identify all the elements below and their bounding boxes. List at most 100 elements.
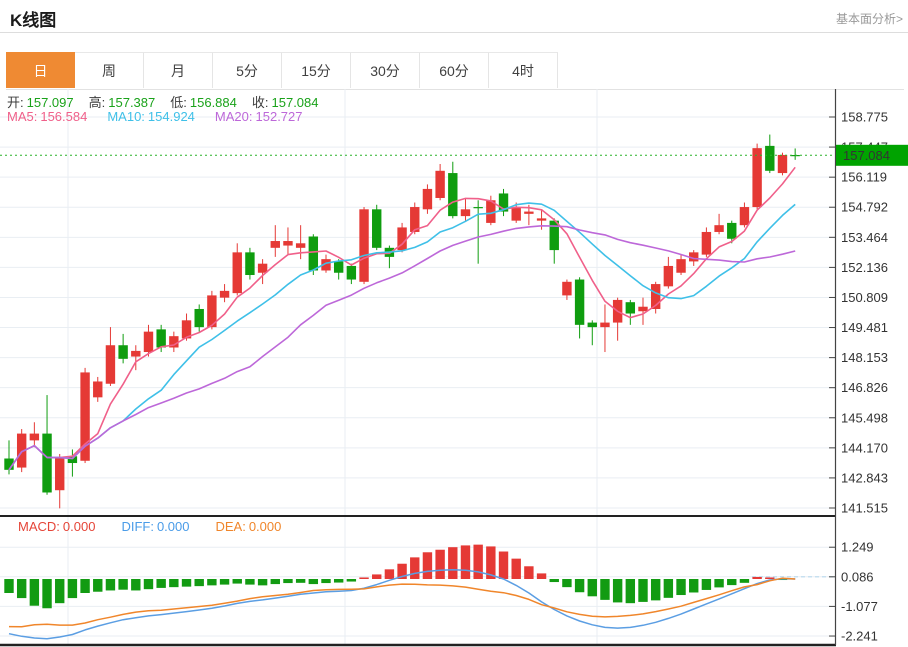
macd-pair: MACD: 0.000	[18, 519, 95, 534]
candle-body	[143, 331, 154, 353]
high-value: 157.387	[108, 95, 156, 110]
macd-bar	[600, 579, 610, 600]
macd-bar	[448, 547, 458, 579]
macd-bar	[232, 579, 242, 584]
macd-diff-line	[8, 569, 796, 640]
candle-body	[232, 252, 242, 294]
price-tick-label: 152.136	[841, 260, 888, 275]
period-tab-15分[interactable]: 15分	[282, 52, 351, 88]
ma20-value: 152.727	[255, 109, 303, 124]
ma5-label: MA5:	[7, 109, 38, 124]
candle-body	[536, 218, 547, 221]
macd-bar	[752, 576, 762, 579]
macd-bar	[295, 579, 306, 583]
candle-body	[333, 261, 344, 273]
ma10-pair: MA10: 154.924	[107, 109, 195, 124]
kline-chart-canvas[interactable]: 158.775157.447156.119154.792153.464152.1…	[0, 89, 908, 647]
diff-label: DIFF:	[121, 519, 154, 534]
price-tick-label: 150.809	[841, 290, 888, 305]
macd-bar	[612, 579, 623, 603]
candle-body	[55, 458, 65, 491]
current-price-label: 157.084	[836, 144, 908, 166]
candle-body	[689, 252, 699, 262]
candle-body	[574, 279, 585, 325]
candle-body	[359, 209, 369, 282]
macd-bar	[16, 579, 27, 599]
candle-body	[105, 345, 116, 384]
candle-body	[308, 236, 319, 271]
macd-bar	[410, 557, 420, 579]
svg-text:157.084: 157.084	[843, 148, 890, 163]
period-tab-4时[interactable]: 4时	[489, 52, 558, 88]
low-label: 低:	[170, 95, 187, 110]
macd-tick-label: 1.249	[841, 540, 874, 555]
macd-bar	[308, 579, 319, 585]
ma-info-bar: MA5: 156.584 MA10: 154.924 MA20: 152.727	[7, 109, 323, 124]
macd-bar	[777, 579, 788, 581]
dea-label: DEA:	[215, 519, 246, 534]
macd-bar	[727, 579, 737, 586]
price-tick-label: 149.481	[841, 320, 888, 335]
macd-bar	[219, 579, 230, 585]
macd-bar	[562, 579, 572, 588]
price-tick-label: 144.170	[841, 440, 888, 455]
ma10-value: 154.924	[147, 109, 195, 124]
macd-info-bar: MACD: 0.000 DIFF: 0.000 DEA: 0.000	[18, 519, 307, 534]
close-value: 157.084	[271, 95, 319, 110]
macd-bar	[169, 579, 179, 588]
kline-chart-svg: 158.775157.447156.119154.792153.464152.1…	[0, 89, 908, 647]
price-tick-label: 153.464	[841, 230, 888, 245]
candle-body	[752, 148, 762, 208]
price-axis-labels: 158.775157.447156.119154.792153.464152.1…	[841, 110, 888, 516]
candle-body	[562, 281, 572, 296]
macd-bar	[524, 566, 534, 579]
page-title: K线图	[10, 11, 57, 30]
period-tab-日[interactable]: 日	[6, 52, 75, 88]
macd-bar	[765, 577, 775, 579]
period-tab-60分[interactable]: 60分	[420, 52, 489, 88]
macd-bar	[42, 579, 52, 609]
macd-bar	[486, 546, 496, 579]
candle-body	[118, 345, 128, 359]
candle-body	[42, 433, 52, 493]
macd-tick-label: 0.086	[841, 569, 874, 584]
period-tab-5分[interactable]: 5分	[213, 52, 282, 88]
candle-body	[80, 372, 90, 461]
ma5-line	[8, 166, 796, 471]
macd-value: 0.000	[62, 519, 96, 534]
macd-bar	[156, 579, 166, 588]
macd-bar	[207, 579, 217, 586]
open-value: 157.097	[26, 95, 74, 110]
fundamental-analysis-link[interactable]: 基本面分析>	[835, 12, 903, 26]
macd-bar	[460, 545, 471, 579]
macd-bar	[638, 579, 648, 602]
candle-body	[486, 200, 496, 223]
candle-body	[346, 265, 357, 280]
macd-bar	[574, 579, 585, 593]
macd-bar	[625, 579, 636, 604]
macd-bar	[384, 569, 395, 579]
low-pair: 低: 156.884	[170, 95, 237, 110]
macd-bar	[372, 574, 382, 579]
candle-body	[4, 458, 14, 470]
macd-tick-label: -2.241	[841, 629, 878, 644]
candle-body	[29, 433, 40, 441]
candle-body	[460, 209, 471, 217]
period-tab-周[interactable]: 周	[75, 52, 144, 88]
low-value: 156.884	[189, 95, 237, 110]
candle-body	[194, 308, 204, 328]
macd-bar	[67, 579, 78, 599]
ma5-value: 156.584	[40, 109, 88, 124]
period-tab-30分[interactable]: 30分	[351, 52, 420, 88]
close-label: 收:	[251, 95, 269, 110]
candle-body	[498, 193, 509, 212]
ma5-pair: MA5: 156.584	[7, 109, 87, 124]
macd-bar	[143, 579, 154, 590]
candle-body	[169, 336, 179, 348]
high-pair: 高: 157.387	[89, 95, 156, 110]
grid-layer	[0, 89, 836, 645]
price-tick-label: 156.119	[841, 170, 887, 185]
period-tab-月[interactable]: 月	[144, 52, 213, 88]
close-pair: 收: 157.084	[252, 95, 319, 110]
